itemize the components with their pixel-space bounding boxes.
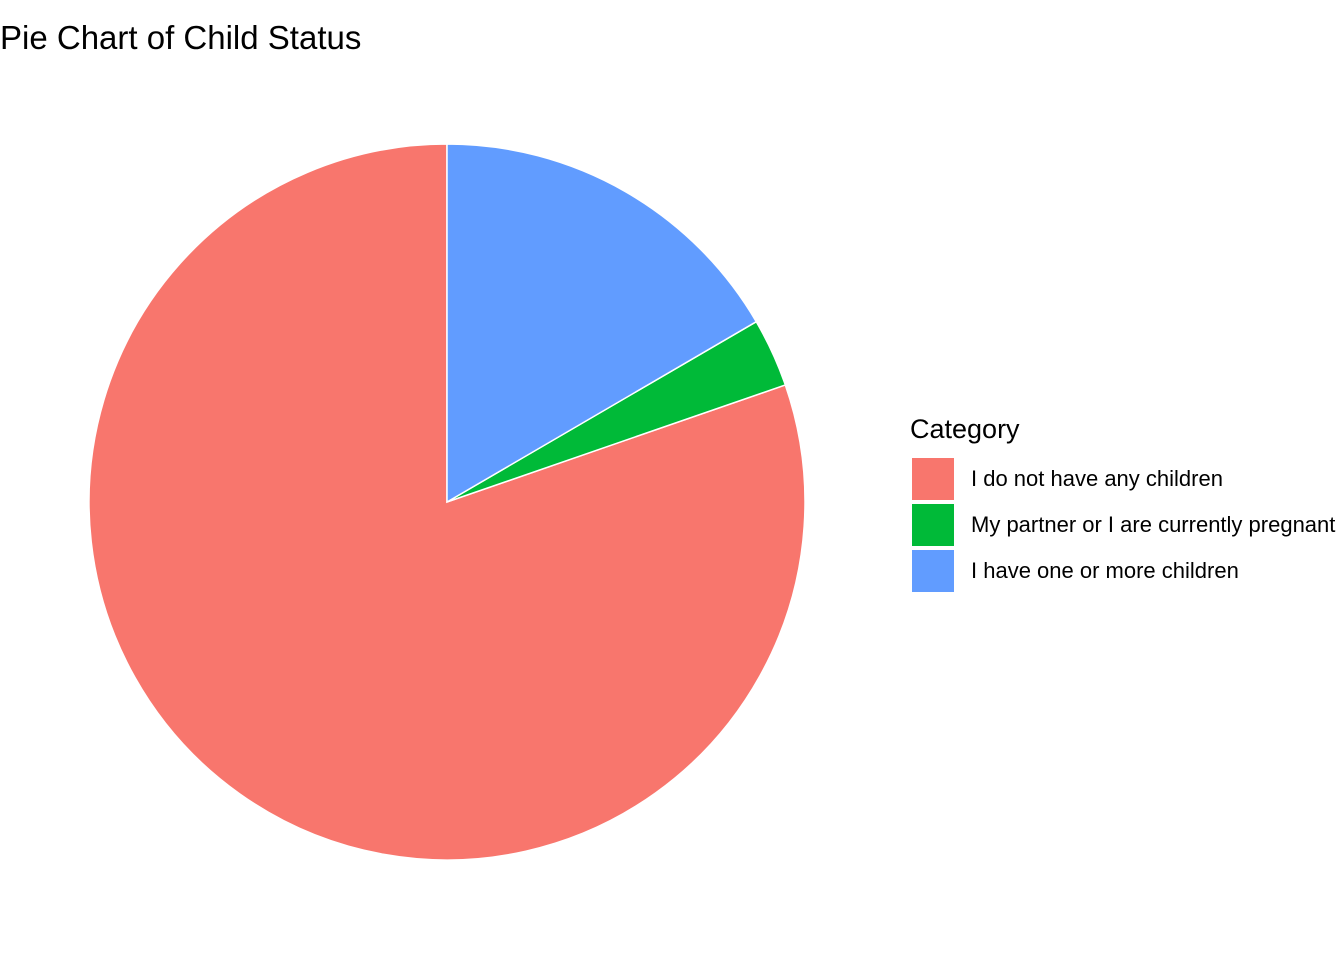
- legend-key: [912, 458, 954, 500]
- legend-label: I have one or more children: [971, 558, 1239, 583]
- pie-slice: [446, 143, 758, 504]
- pie-slices: [88, 143, 806, 861]
- legend-title: Category: [910, 414, 1020, 444]
- legend-key: [912, 550, 954, 592]
- legend: Category I do not have any children My p…: [910, 410, 1335, 594]
- legend-item: I have one or more children: [910, 548, 1335, 594]
- legend-item: My partner or I are currently pregnant: [910, 502, 1335, 548]
- legend-label: I do not have any children: [971, 466, 1223, 491]
- chart-title: Pie Chart of Child Status: [0, 19, 362, 56]
- legend-label: My partner or I are currently pregnant: [971, 512, 1336, 537]
- legend-key: [912, 504, 954, 546]
- legend-item: I do not have any children: [910, 456, 1335, 502]
